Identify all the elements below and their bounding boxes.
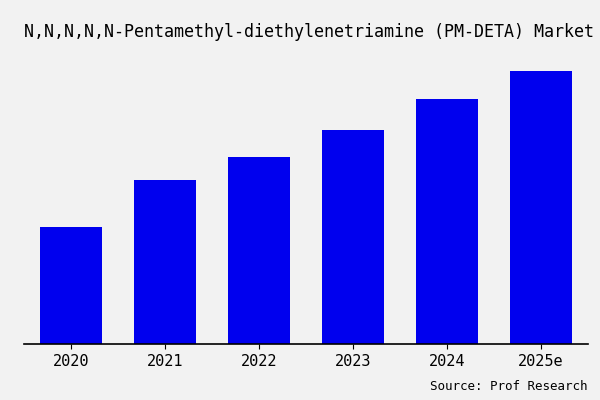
- Text: N,N,N,N,N-Pentamethyl-diethylenetriamine (PM-DETA) Market (Million: N,N,N,N,N-Pentamethyl-diethylenetriamine…: [24, 23, 600, 41]
- Bar: [511, 71, 572, 344]
- Bar: [134, 180, 196, 344]
- Bar: [416, 99, 478, 344]
- Bar: [322, 130, 383, 344]
- Bar: [40, 227, 101, 344]
- Text: Source: Prof Research: Source: Prof Research: [431, 380, 588, 392]
- Bar: [229, 157, 290, 344]
